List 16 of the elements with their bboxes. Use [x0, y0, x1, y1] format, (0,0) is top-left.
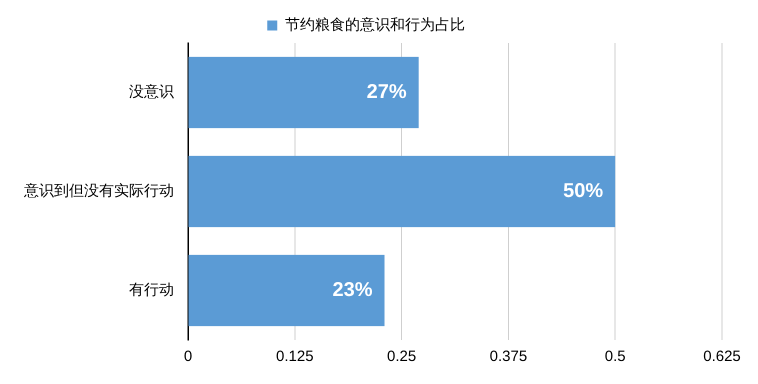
legend-label: 节约粮食的意识和行为占比	[284, 16, 465, 34]
bar	[188, 56, 419, 128]
x-tick-label: 0.125	[276, 348, 314, 366]
x-tick-label: 0.625	[703, 348, 741, 366]
y-tick-label: 意识到但没有实际行动	[23, 182, 174, 200]
data-label: 50%	[563, 180, 604, 202]
x-tick-label: 0	[184, 348, 192, 366]
bar	[188, 254, 385, 326]
x-tick-label: 0.375	[490, 348, 528, 366]
y-tick-label: 有行动	[129, 282, 174, 299]
y-tick-label: 没意识	[129, 84, 174, 101]
x-tick-label: 0.25	[387, 348, 416, 366]
data-label: 23%	[332, 279, 373, 302]
data-label: 27%	[366, 81, 407, 104]
bar	[188, 156, 616, 228]
x-tick-label: 0.5	[604, 348, 626, 366]
